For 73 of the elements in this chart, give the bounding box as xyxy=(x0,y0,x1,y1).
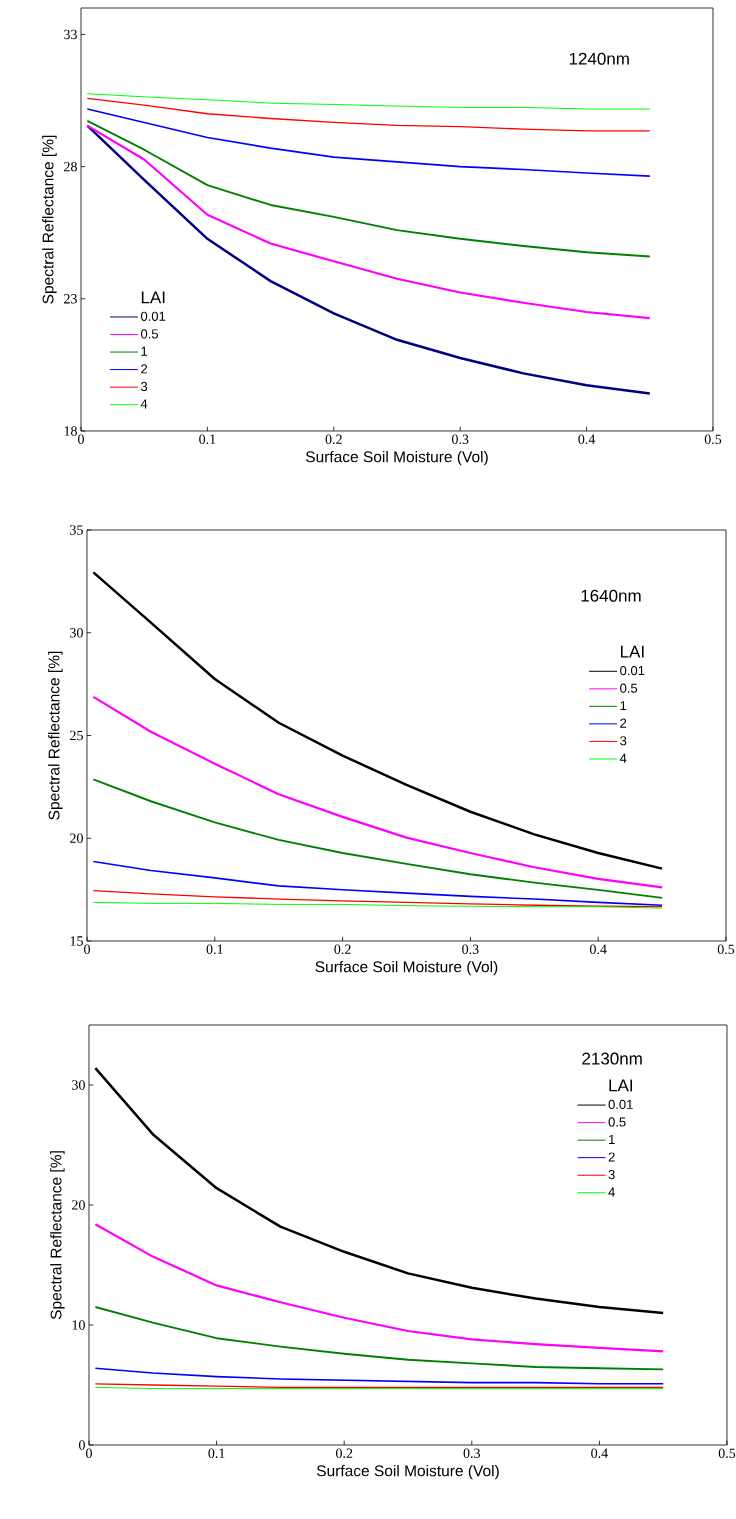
y-tick-label: 28 xyxy=(64,161,77,172)
line-series xyxy=(92,860,663,907)
legend-label: 0.01 xyxy=(608,1099,633,1109)
x-tick-label: 0.2 xyxy=(325,434,342,445)
line-series xyxy=(94,1066,665,1315)
y-axis-title: Spectral Reflectance [%] xyxy=(50,1151,65,1320)
x-tick-label: 0.2 xyxy=(334,944,351,955)
y-tick-label: 23 xyxy=(64,294,77,304)
legend-label: 1 xyxy=(620,701,627,711)
y-tick-label: 15 xyxy=(70,936,83,946)
legend-label: 0.5 xyxy=(140,329,158,339)
legend-title: LAI xyxy=(621,645,644,658)
line-series xyxy=(86,124,652,395)
annotation: 2130nm xyxy=(582,1052,642,1065)
legend-label: 2 xyxy=(141,364,148,374)
y-tick-label: 33 xyxy=(64,29,77,40)
x-tick-label: 0 xyxy=(86,1448,92,1458)
legend-label: 0.01 xyxy=(620,665,645,676)
x-tick-label: 0.3 xyxy=(451,434,469,445)
line-series xyxy=(86,119,651,258)
y-tick-label: 30 xyxy=(70,628,83,638)
y-tick-label: 0 xyxy=(79,1440,85,1450)
y-tick-label: 18 xyxy=(64,426,77,436)
legend-label: 0.01 xyxy=(140,311,166,321)
legend-label: 1 xyxy=(609,1134,615,1144)
line-series xyxy=(86,124,651,320)
line-series xyxy=(92,778,664,899)
y-tick-label: 30 xyxy=(72,1080,85,1090)
legend-label: 4 xyxy=(619,753,627,763)
x-axis-title: Surface Soil Moisture (Vol) xyxy=(316,1464,499,1480)
line-series xyxy=(86,93,651,110)
x-tick-label: 0.1 xyxy=(199,434,216,445)
x-tick-label: 0.3 xyxy=(462,944,479,955)
x-tick-label: 0.2 xyxy=(335,1448,353,1459)
legend-label: 3 xyxy=(140,381,148,392)
legend-label: 3 xyxy=(608,1169,615,1180)
x-tick-label: 0.5 xyxy=(704,434,722,445)
x-tick-label: 0.4 xyxy=(578,434,596,445)
y-tick-label: 20 xyxy=(70,833,83,843)
legend-label: 0.5 xyxy=(608,1117,626,1127)
x-axis-title: Surface Soil Moisture (Vol) xyxy=(305,450,488,466)
legend-label: 1 xyxy=(141,346,148,356)
y-tick-label: 35 xyxy=(70,525,83,535)
legend-label: 2 xyxy=(608,1152,615,1162)
line-series xyxy=(94,1223,665,1353)
x-axis-title: Surface Soil Moisture (Vol) xyxy=(315,960,498,976)
x-tick-label: 0.5 xyxy=(717,944,735,955)
x-tick-label: 0.4 xyxy=(589,944,607,955)
legend-label: 2 xyxy=(620,718,627,728)
legend-title: LAI xyxy=(141,291,165,304)
x-tick-label: 0.1 xyxy=(206,944,223,955)
line-series xyxy=(94,1306,665,1371)
y-tick-label: 10 xyxy=(72,1320,85,1330)
y-axis-title: Spectral Reflectance [%] xyxy=(42,135,57,304)
legend-label: 3 xyxy=(620,736,627,746)
annotation: 1240nm xyxy=(569,52,629,65)
x-tick-label: 0.1 xyxy=(208,1448,225,1459)
legend-label: 0.5 xyxy=(620,683,638,693)
line-series xyxy=(86,108,651,177)
line-series xyxy=(92,695,664,889)
y-tick-label: 25 xyxy=(70,730,83,741)
legend-label: 4 xyxy=(608,1187,615,1197)
y-tick-label: 20 xyxy=(72,1200,85,1210)
x-tick-label: 0.5 xyxy=(718,1448,736,1459)
x-tick-label: 0.3 xyxy=(463,1448,480,1459)
x-tick-label: 0.4 xyxy=(591,1448,608,1459)
y-axis-title: Spectral Reflectance [%] xyxy=(48,651,63,820)
line-series xyxy=(86,97,651,132)
legend-title: LAI xyxy=(609,1079,633,1092)
line-series xyxy=(92,890,663,908)
line-series xyxy=(92,571,664,870)
legend-label: 4 xyxy=(140,399,148,409)
annotation: 1640nm xyxy=(581,589,641,602)
